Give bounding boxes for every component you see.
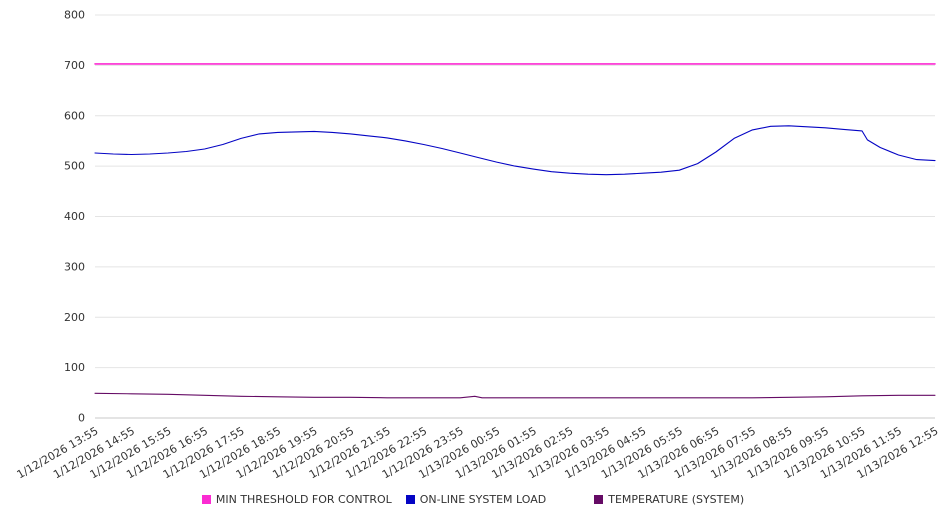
legend-label-system-load: ON-LINE SYSTEM LOAD bbox=[419, 492, 547, 506]
legend-swatch-system-load bbox=[405, 494, 415, 504]
svg-text:300: 300 bbox=[64, 260, 85, 273]
svg-text:100: 100 bbox=[64, 361, 85, 374]
svg-text:400: 400 bbox=[64, 210, 85, 223]
chart-legend: MIN THRESHOLD FOR CONTROL ON-LINE SYSTEM… bbox=[0, 484, 946, 514]
legend-label-min-threshold: MIN THRESHOLD FOR CONTROL bbox=[215, 492, 392, 506]
legend-swatch-min-threshold bbox=[201, 494, 211, 504]
legend-item-system-load[interactable]: ON-LINE SYSTEM LOAD bbox=[405, 492, 547, 506]
svg-text:600: 600 bbox=[64, 109, 85, 122]
svg-text:200: 200 bbox=[64, 311, 85, 324]
svg-text:0: 0 bbox=[78, 412, 85, 425]
svg-text:800: 800 bbox=[64, 9, 85, 22]
legend-label-temperature: TEMPERATURE (SYSTEM) bbox=[608, 492, 745, 506]
legend-swatch-temperature bbox=[594, 494, 604, 504]
svg-text:700: 700 bbox=[64, 59, 85, 72]
legend-item-temperature[interactable]: TEMPERATURE (SYSTEM) bbox=[594, 493, 744, 506]
legend-item-min-threshold[interactable]: MIN THRESHOLD FOR CONTROL bbox=[201, 492, 392, 506]
svg-text:500: 500 bbox=[64, 160, 85, 173]
